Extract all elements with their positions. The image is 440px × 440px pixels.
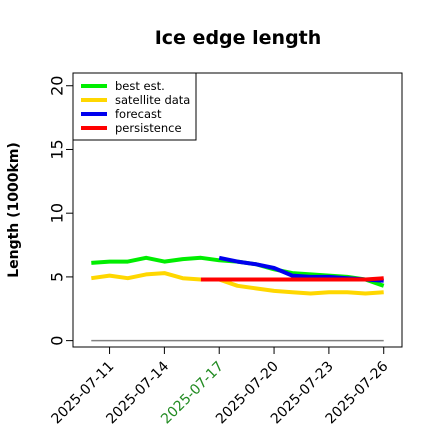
legend-label: forecast — [115, 107, 162, 121]
series-line-forecast — [218, 255, 384, 283]
series-line-persistence — [200, 276, 384, 282]
y-tick-label: 5 — [48, 272, 67, 282]
y-axis-label: Length (1000km) — [6, 142, 22, 278]
x-axis: 2025-07-112025-07-142025-07-172025-07-20… — [49, 347, 392, 427]
y-tick-label: 15 — [48, 139, 67, 159]
series-line-satellite-data — [91, 271, 384, 296]
legend-label: best est. — [115, 79, 165, 93]
y-tick-label: 10 — [48, 203, 67, 223]
plot-frame — [72, 72, 403, 348]
plot-area — [91, 255, 385, 342]
legend: best est.satellite dataforecastpersisten… — [72, 72, 197, 141]
y-tick-label: 0 — [48, 336, 67, 346]
chart-title: Ice edge length — [155, 27, 322, 49]
y-axis: 0 5 10 15 20 — [48, 76, 73, 346]
legend-label: satellite data — [115, 93, 190, 107]
legend-label: persistence — [115, 121, 182, 135]
y-tick-label: 20 — [48, 76, 67, 96]
